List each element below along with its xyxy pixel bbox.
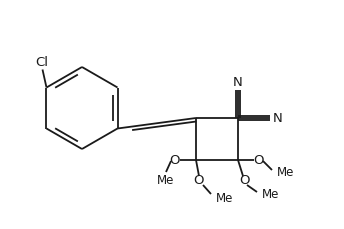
Text: Me: Me xyxy=(262,188,279,202)
Text: Me: Me xyxy=(157,174,175,186)
Text: Me: Me xyxy=(277,166,294,178)
Text: N: N xyxy=(233,76,243,88)
Text: Cl: Cl xyxy=(35,56,48,69)
Text: N: N xyxy=(273,112,283,125)
Text: Me: Me xyxy=(216,191,233,204)
Text: O: O xyxy=(170,153,180,166)
Text: O: O xyxy=(254,153,264,166)
Text: O: O xyxy=(239,174,249,188)
Text: O: O xyxy=(194,174,204,188)
